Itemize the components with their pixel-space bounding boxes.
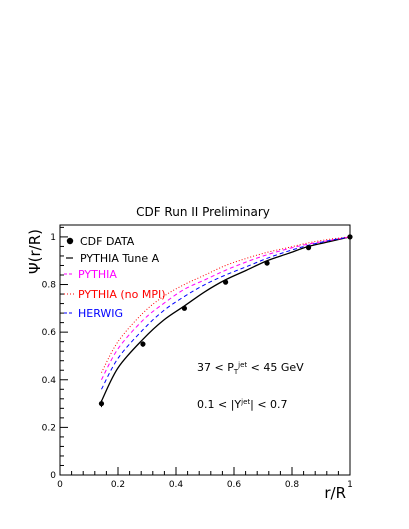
plot-frame: [59, 224, 351, 476]
x-tick-label: 0.4: [169, 480, 184, 490]
data-point: [222, 279, 229, 285]
legend-marker-cdf-data: [66, 237, 74, 245]
legend-label-pythia-no-mpi: PYTHIA (no MPI): [78, 288, 166, 301]
series-line-pythia-no-mpi: [101, 236, 351, 373]
legend-label-cdf-data: CDF DATA: [80, 235, 135, 248]
y-tick-label: 0.8: [42, 281, 57, 291]
legend-label-pythia-tune-a: PYTHIA Tune A: [80, 252, 160, 265]
x-axis: 0 0.2 0.4 0.6 0.8 1: [57, 467, 353, 490]
y-axis: 0 0.2 0.4 0.6 0.8 1: [42, 226, 68, 481]
data-point: [347, 234, 353, 240]
y-tick-label: 0.2: [42, 423, 56, 433]
data-point: [305, 245, 312, 251]
data-point: [98, 400, 105, 407]
legend-label-herwig: HERWIG: [78, 307, 123, 320]
rapidity-range-annotation: 0.1 < |Yjet| < 0.7: [197, 398, 288, 411]
annotations: 37 < PTjet < 45 GeV 0.1 < |Yjet| < 0.7: [197, 361, 304, 411]
data-point: [264, 260, 270, 266]
data-points: [98, 234, 353, 408]
x-tick-label: 0.2: [111, 480, 125, 490]
series-line-pythia: [101, 236, 351, 380]
x-tick-label: 0.8: [285, 480, 300, 490]
y-tick-label: 0: [50, 471, 56, 481]
y-tick-label: 0.4: [42, 376, 57, 386]
x-axis-label: r/R: [324, 484, 346, 502]
x-tick-label: 1: [347, 480, 353, 490]
legend-label-pythia: PYTHIA: [78, 268, 117, 281]
chart-title: CDF Run II Preliminary: [136, 205, 270, 219]
legend: CDF DATA PYTHIA Tune A PYTHIA PYTHIA (no…: [64, 235, 166, 320]
data-point: [181, 305, 188, 311]
pt-range-annotation: 37 < PTjet < 45 GeV: [197, 361, 304, 376]
y-tick-label: 0.6: [42, 328, 57, 338]
data-point: [140, 341, 146, 347]
x-tick-label: 0.6: [227, 480, 242, 490]
y-tick-label: 1: [50, 233, 56, 243]
x-tick-label: 0: [57, 480, 63, 490]
y-axis-label: Ψ(r/R): [26, 229, 44, 274]
